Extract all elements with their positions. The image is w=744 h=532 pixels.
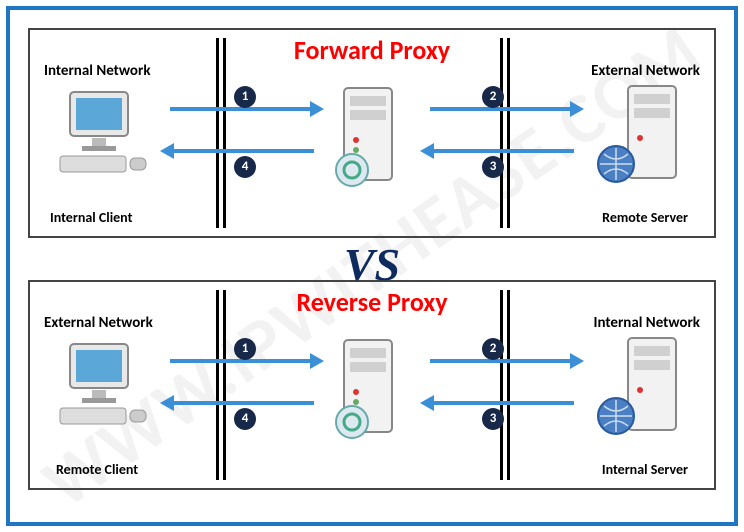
zone-label-left: Internal Network <box>44 62 151 80</box>
computer-icon <box>52 88 152 178</box>
step-badge: 2 <box>482 338 504 360</box>
node-label-left: Internal Client <box>50 209 132 226</box>
step-badge: 1 <box>234 86 256 108</box>
step-badge: 3 <box>482 156 504 178</box>
vs-label: VS <box>344 238 400 291</box>
arrow-step-3 <box>422 148 582 154</box>
arrow-step-2 <box>422 106 582 112</box>
network-divider <box>500 290 510 480</box>
zone-label-right: External Network <box>591 62 700 80</box>
zone-label-left: External Network <box>44 314 153 332</box>
panel-forward-proxy: Forward Proxy Internal Network External … <box>28 28 716 238</box>
diagram-frame: WWW.IPWITHEASE.COM Forward Proxy Interna… <box>6 6 738 526</box>
network-divider <box>216 290 226 480</box>
step-badge: 4 <box>234 408 256 430</box>
proxy-server-icon <box>330 84 408 194</box>
node-label-right: Internal Server <box>602 461 688 478</box>
step-badge: 1 <box>234 338 256 360</box>
proxy-server-icon <box>330 336 408 446</box>
zone-label-right: Internal Network <box>593 314 700 332</box>
computer-icon <box>52 340 152 430</box>
step-badge: 3 <box>482 408 504 430</box>
arrow-step-4 <box>162 148 322 154</box>
arrow-step-2 <box>422 358 582 364</box>
internal-server-icon <box>594 334 690 444</box>
panel-reverse-proxy: Reverse Proxy External Network Internal … <box>28 280 716 490</box>
arrow-step-4 <box>162 400 322 406</box>
arrow-step-3 <box>422 400 582 406</box>
step-badge: 4 <box>234 156 256 178</box>
network-divider <box>216 38 226 228</box>
remote-server-icon <box>594 82 690 192</box>
node-label-left: Remote Client <box>56 461 138 478</box>
step-badge: 2 <box>482 86 504 108</box>
network-divider <box>500 38 510 228</box>
node-label-right: Remote Server <box>602 209 688 226</box>
